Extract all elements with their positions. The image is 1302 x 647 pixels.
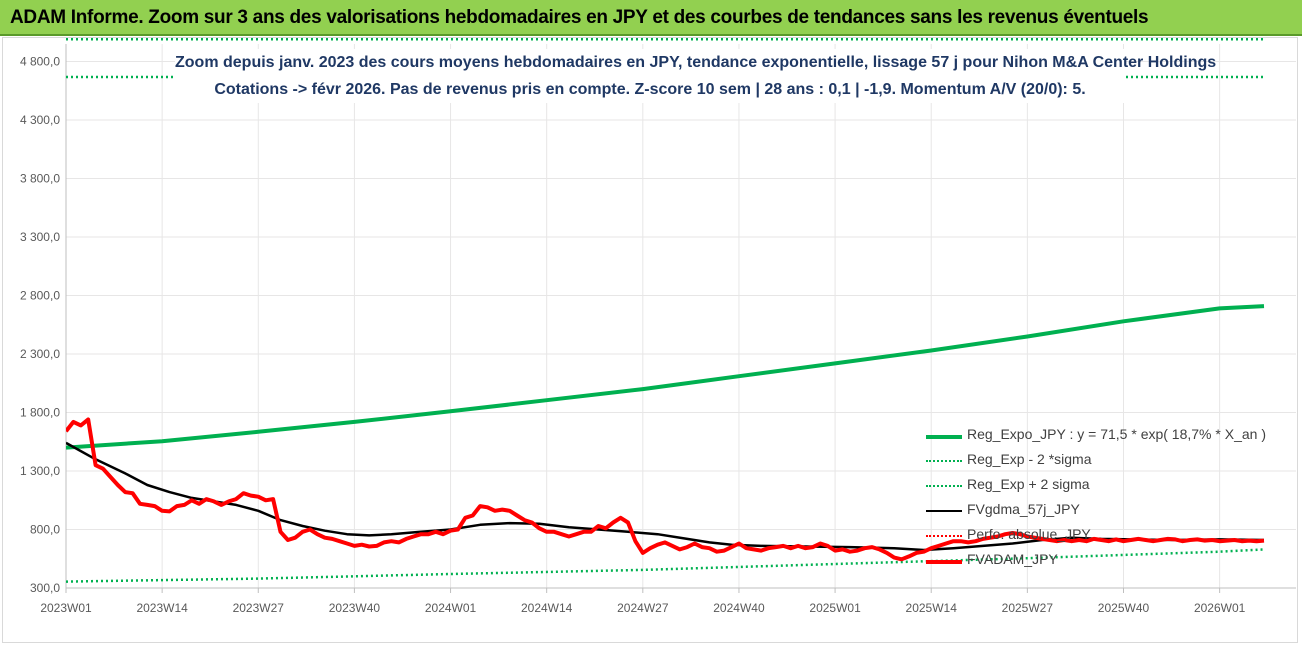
y-tick-label: 3 300,0 (20, 230, 60, 244)
legend-item-band_high: Reg_Exp + 2 sigma (926, 474, 1256, 499)
legend-swatch (926, 510, 962, 512)
report-title: ADAM Informe. Zoom sur 3 ans des valoris… (10, 7, 1149, 28)
x-tick-label: 2025W14 (906, 601, 958, 615)
y-tick-label: 800,0 (30, 523, 60, 537)
legend-swatch (926, 535, 962, 537)
x-tick-label: 2024W27 (617, 601, 669, 615)
y-tick-label: 300,0 (30, 581, 60, 595)
x-tick-label: 2023W27 (233, 601, 285, 615)
x-tick-label: 2025W01 (809, 601, 861, 615)
series-fvgdma-line (66, 441, 1265, 552)
legend-item-fvadam: FVADAM_JPY (926, 549, 1256, 574)
chart-title-block: Zoom depuis janv. 2023 des cours moyens … (175, 49, 1217, 103)
chart-legend: Reg_Expo_JPY : y = 71,5 * exp( 18,7% * X… (926, 424, 1266, 574)
x-tick-label: 2024W01 (425, 601, 477, 615)
legend-item-band_low: Reg_Exp - 2 *sigma (926, 449, 1256, 474)
y-tick-label: 1 300,0 (20, 464, 60, 478)
chart-title: Zoom depuis janv. 2023 des cours moyens … (175, 54, 1217, 71)
legend-swatch (926, 560, 962, 564)
chart-subtitle: Cotations -> févr 2026. Pas de revenus p… (214, 81, 1086, 98)
x-tick-label: 2024W40 (713, 601, 765, 615)
legend-item-reg: Reg_Expo_JPY : y = 71,5 * exp( 18,7% * X… (926, 424, 1266, 449)
y-tick-label: 1 800,0 (20, 406, 60, 420)
y-tick-label: 4 800,0 (20, 55, 60, 69)
legend-swatch (926, 460, 962, 462)
legend-label: FVADAM_JPY (967, 551, 1058, 567)
legend-label: Reg_Exp - 2 *sigma (967, 451, 1092, 467)
legend-item-perfo: Perfo. absolue_JPY (926, 524, 1256, 549)
legend-swatch (926, 485, 962, 487)
x-tick-label: 2026W01 (1194, 601, 1246, 615)
legend-label: Reg_Exp + 2 sigma (967, 476, 1090, 492)
x-tick-label: 2025W40 (1098, 601, 1150, 615)
y-tick-label: 4 300,0 (20, 113, 60, 127)
series-fvadam-line (66, 417, 1265, 562)
legend-label: Reg_Expo_JPY : y = 71,5 * exp( 18,7% * X… (967, 426, 1266, 442)
x-tick-label: 2025W27 (1002, 601, 1054, 615)
x-tick-label: 2024W14 (521, 601, 573, 615)
y-tick-label: 3 800,0 (20, 172, 60, 186)
report-banner: ADAM Informe. Zoom sur 3 ans des valoris… (0, 0, 1302, 36)
x-tick-label: 2023W01 (40, 601, 92, 615)
chart-frame (2, 37, 1298, 643)
series-reg-line (66, 304, 1265, 450)
legend-swatch (926, 435, 962, 439)
legend-label: Perfo. absolue_JPY (967, 526, 1091, 542)
x-tick-label: 2023W14 (136, 601, 188, 615)
legend-label: FVgdma_57j_JPY (967, 501, 1080, 517)
series-band_low-line (66, 548, 1265, 583)
legend-item-fvgdma: FVgdma_57j_JPY (926, 499, 1256, 524)
y-tick-label: 2 300,0 (20, 347, 60, 361)
y-tick-label: 2 800,0 (20, 289, 60, 303)
x-tick-label: 2023W40 (329, 601, 381, 615)
